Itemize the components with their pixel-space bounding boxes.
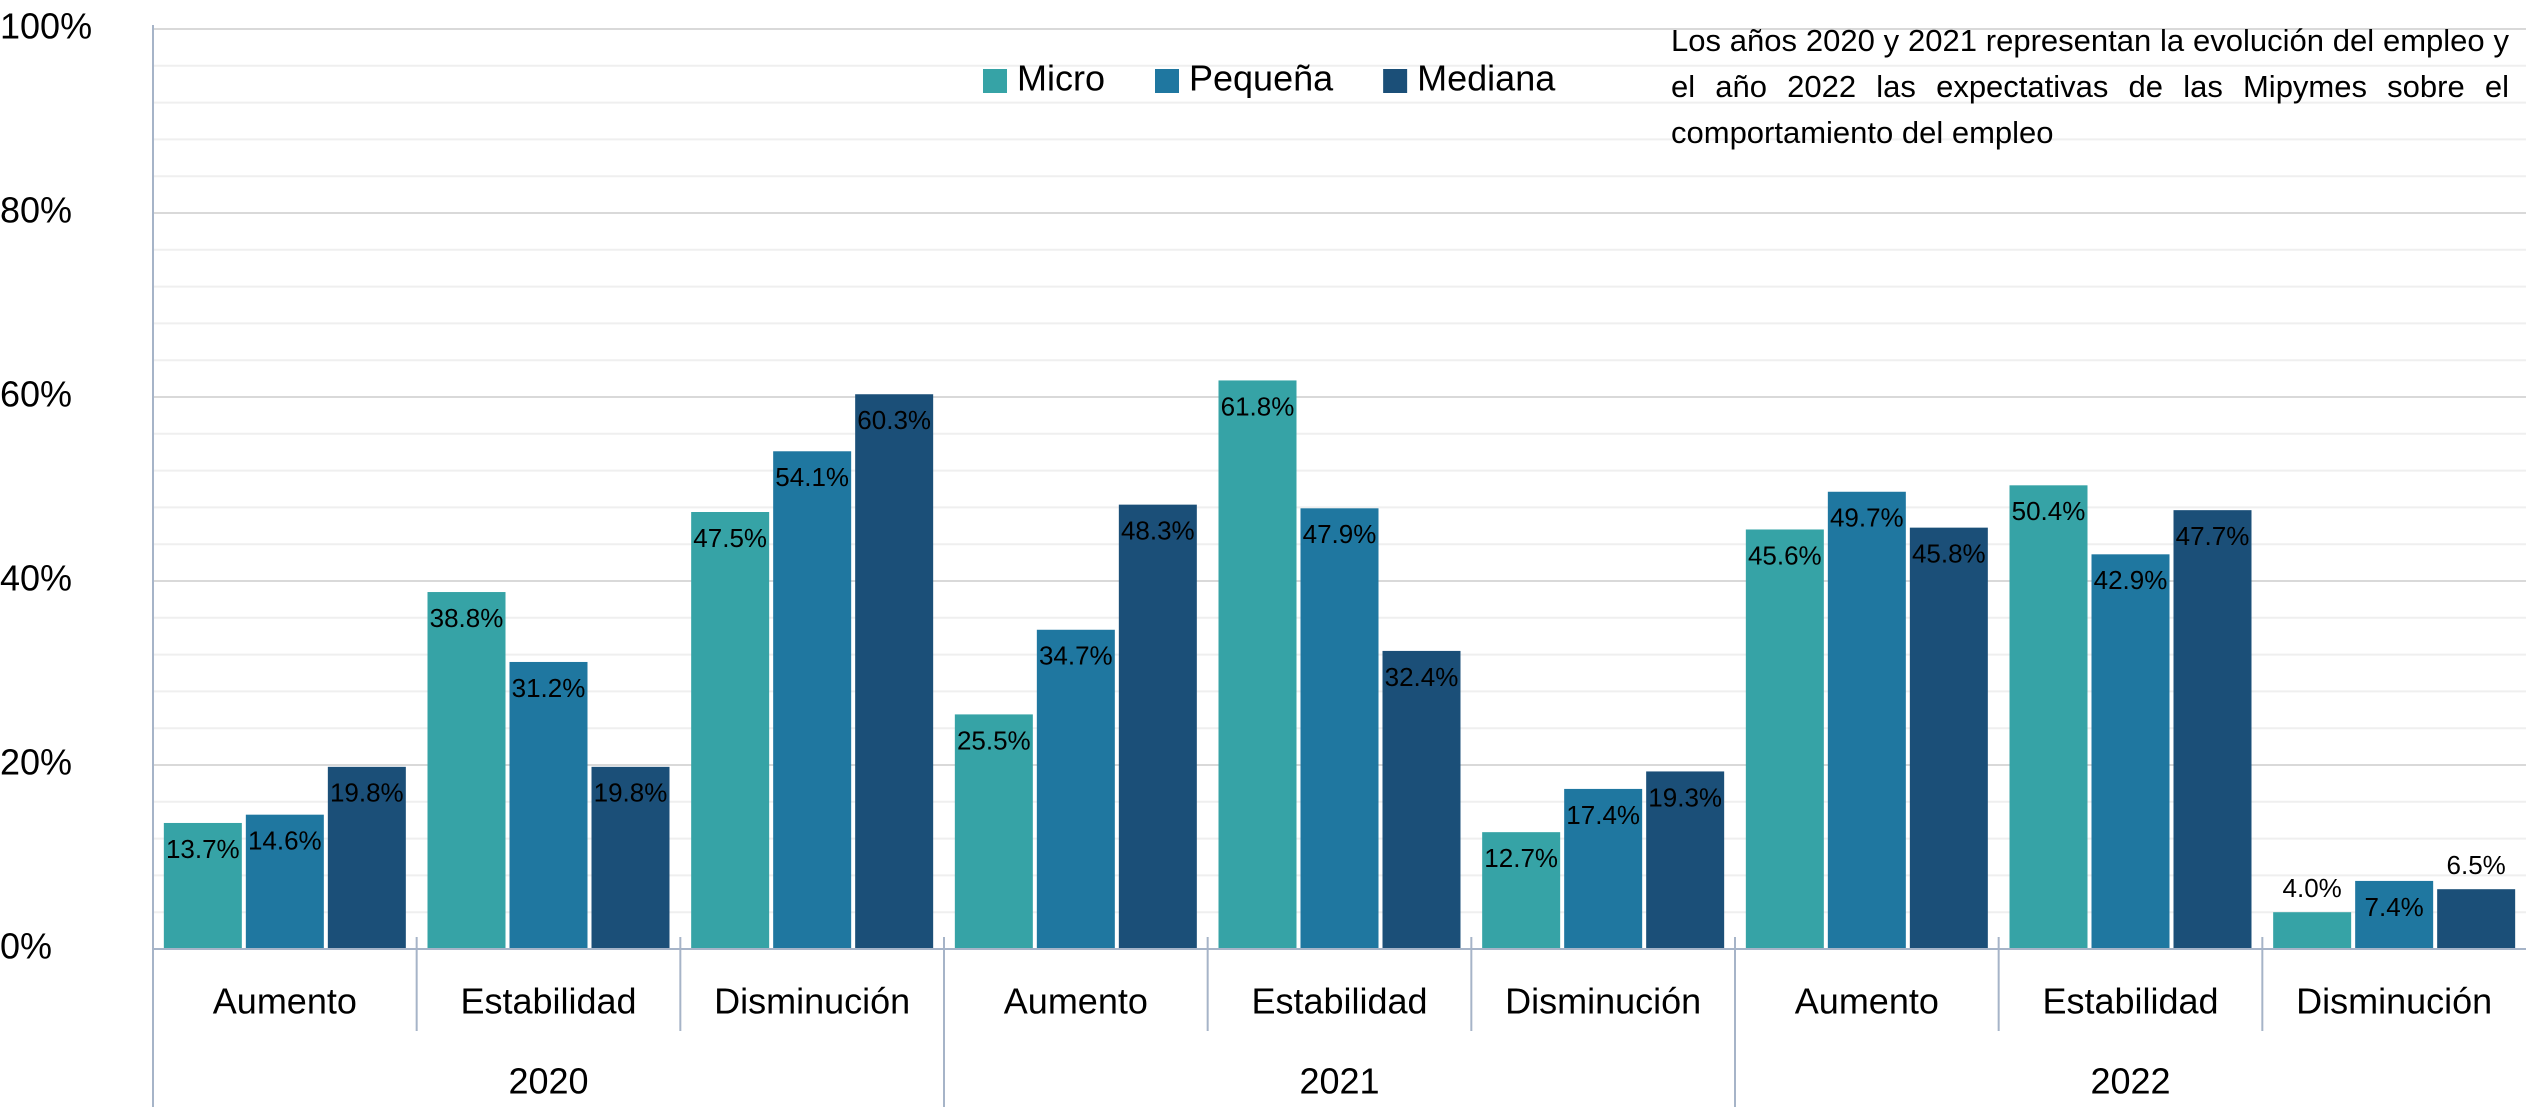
data-label: 60.3% — [857, 405, 931, 435]
bar — [691, 512, 770, 949]
data-label: 48.3% — [1121, 516, 1195, 546]
bar — [509, 661, 588, 949]
y-tick-label: 60% — [0, 374, 72, 415]
bar — [1646, 771, 1725, 949]
x-tick-label: Disminución — [1505, 981, 1701, 1022]
x-tick-label: Aumento — [213, 981, 357, 1022]
bar — [245, 814, 324, 949]
data-label: 47.9% — [1303, 519, 1377, 549]
data-label: 31.2% — [512, 673, 586, 703]
group-label: 2022 — [2090, 1061, 2170, 1102]
data-label: 17.4% — [1566, 800, 1640, 830]
bar — [773, 451, 852, 949]
bar — [2355, 880, 2434, 949]
data-label: 54.1% — [775, 462, 849, 492]
x-tick-label: Disminución — [2296, 981, 2492, 1022]
data-label: 49.7% — [1830, 503, 1904, 533]
data-label: 6.5% — [2447, 850, 2506, 880]
legend-label: Pequeña — [1189, 58, 1334, 99]
bar — [327, 766, 406, 949]
bar — [1218, 380, 1297, 949]
annotation: Los años 2020 y 2021 representan la evol… — [1671, 23, 2509, 150]
legend-swatch — [1155, 69, 1179, 93]
bar — [1382, 650, 1461, 949]
bar — [163, 822, 242, 949]
x-tick-label: Aumento — [1795, 981, 1939, 1022]
x-tick-label: Estabilidad — [460, 981, 636, 1022]
bar — [2273, 912, 2352, 949]
y-tick-label: 0% — [0, 926, 52, 967]
bar — [2091, 554, 2170, 949]
bar — [954, 714, 1033, 949]
x-tick-label: Estabilidad — [1251, 981, 1427, 1022]
data-label: 7.4% — [2365, 892, 2424, 922]
bar — [1564, 788, 1643, 949]
data-label: 12.7% — [1484, 843, 1558, 873]
bar — [1482, 832, 1561, 949]
bar — [1036, 629, 1115, 949]
x-tick-label: Estabilidad — [2042, 981, 2218, 1022]
data-label: 14.6% — [248, 826, 322, 856]
y-tick-label: 100% — [0, 6, 92, 47]
data-label: 38.8% — [430, 603, 504, 633]
bar — [591, 766, 670, 949]
bar — [2173, 510, 2252, 949]
bar — [2437, 889, 2516, 949]
data-label: 42.9% — [2094, 565, 2168, 595]
data-label: 47.7% — [2176, 521, 2250, 551]
data-label: 19.8% — [594, 778, 668, 808]
group-label: 2021 — [1299, 1061, 1379, 1102]
legend-swatch — [1383, 69, 1408, 93]
data-label: 19.8% — [330, 778, 404, 808]
legend-swatch — [983, 69, 1007, 93]
data-label: 25.5% — [957, 725, 1031, 755]
bar — [855, 394, 934, 949]
data-label: 47.5% — [693, 523, 767, 553]
legend-label: Mediana — [1417, 58, 1556, 99]
data-label: 13.7% — [166, 834, 240, 864]
bar — [1118, 504, 1197, 949]
bar — [1909, 527, 1988, 949]
bar — [1745, 529, 1824, 949]
data-label: 61.8% — [1221, 391, 1295, 421]
x-tick-label: Aumento — [1004, 981, 1148, 1022]
bar — [427, 592, 506, 949]
data-label: 45.8% — [1912, 539, 1986, 569]
data-label: 45.6% — [1748, 540, 1822, 570]
y-tick-label: 20% — [0, 742, 72, 783]
data-label: 34.7% — [1039, 641, 1113, 671]
bar — [1827, 491, 1906, 949]
bar — [2009, 485, 2088, 949]
legend-label: Micro — [1017, 58, 1105, 99]
y-tick-label: 40% — [0, 558, 72, 599]
data-label: 19.3% — [1648, 782, 1722, 812]
x-tick-label: Disminución — [714, 981, 910, 1022]
data-label: 50.4% — [2012, 496, 2086, 526]
data-label: 32.4% — [1385, 662, 1459, 692]
y-tick-label: 80% — [0, 190, 72, 231]
bar — [1300, 508, 1379, 949]
data-label: 4.0% — [2283, 873, 2342, 903]
group-label: 2020 — [508, 1061, 588, 1102]
